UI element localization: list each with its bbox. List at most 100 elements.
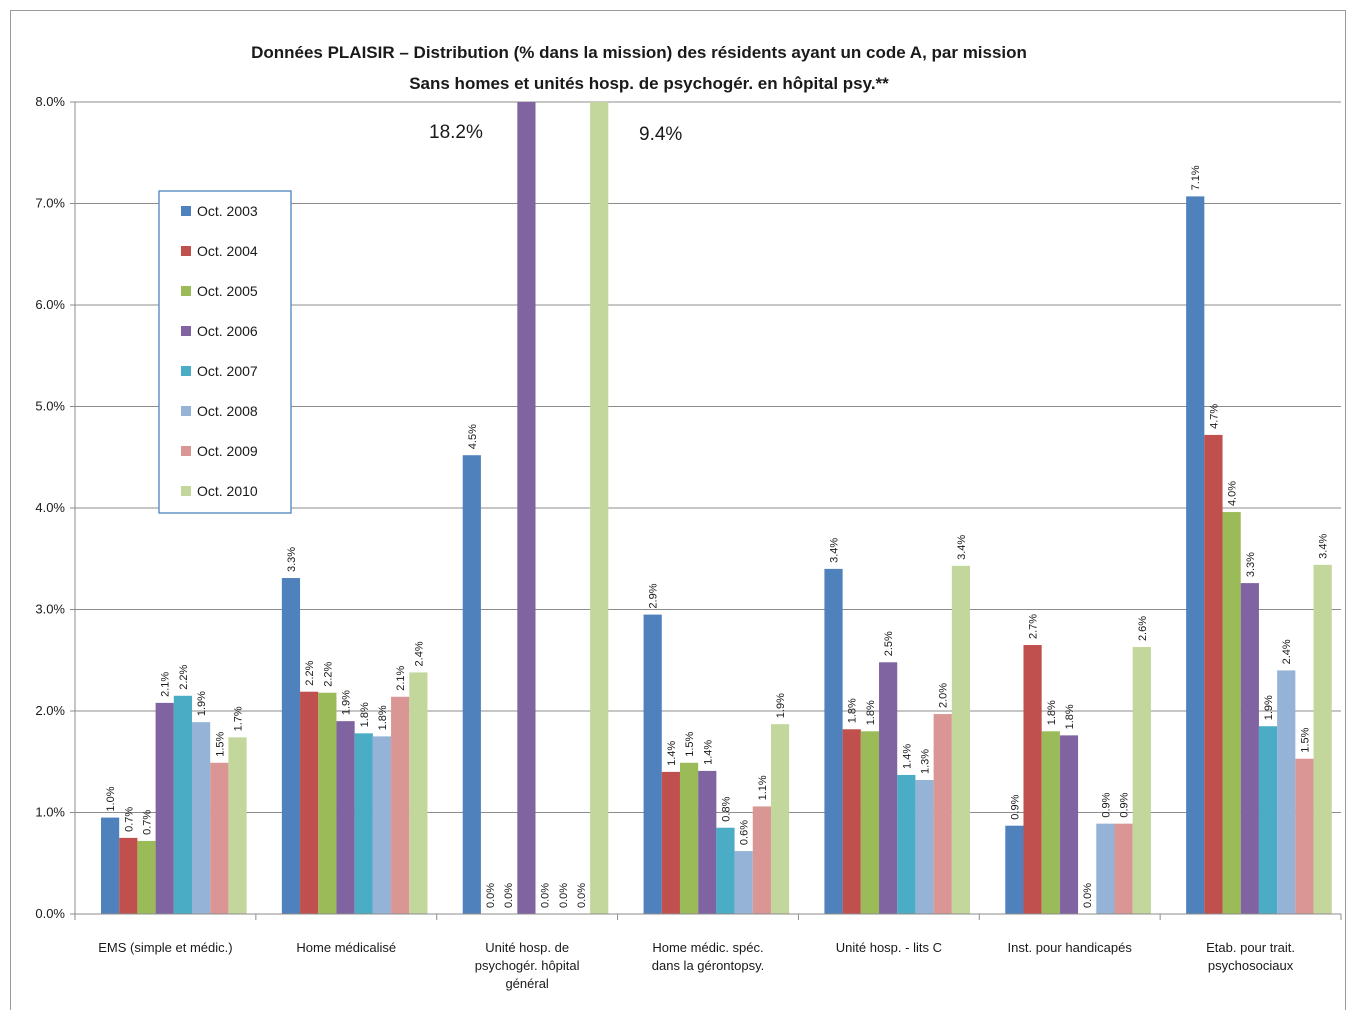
- data-label: 2.9%: [648, 583, 660, 608]
- data-label: 0.7%: [142, 810, 154, 835]
- bar: [1186, 196, 1205, 914]
- data-label: 0.9%: [1119, 792, 1131, 817]
- data-label: 0.0%: [576, 883, 588, 908]
- legend-label: Oct. 2004: [197, 243, 258, 259]
- x-category-label: Home médic. spéc.: [652, 940, 763, 955]
- data-label: 1.5%: [214, 731, 226, 756]
- bar: [897, 774, 916, 914]
- bar: [1096, 823, 1115, 914]
- data-label: 1.9%: [196, 691, 208, 716]
- data-label: 0.8%: [720, 796, 732, 821]
- x-category-label: psychosociaux: [1208, 958, 1294, 973]
- legend-label: Oct. 2010: [197, 483, 258, 499]
- data-label: 2.2%: [304, 660, 316, 685]
- data-label: 2.5%: [883, 631, 895, 656]
- bar: [933, 714, 952, 914]
- bar: [643, 614, 662, 914]
- bar-chart: Données PLAISIR – Distribution (% dans l…: [35, 43, 1342, 991]
- bar: [391, 696, 410, 914]
- bar: [879, 662, 898, 914]
- y-tick-label: 8.0%: [35, 94, 65, 109]
- x-category-label: Unité hosp. - lits C: [836, 940, 942, 955]
- legend-swatch: [181, 206, 191, 216]
- bar: [824, 568, 843, 914]
- data-label: 1.8%: [1046, 700, 1058, 725]
- bar: [173, 695, 192, 914]
- data-label: 3.3%: [286, 547, 298, 572]
- data-label: 1.4%: [901, 744, 913, 769]
- legend-label: Oct. 2005: [197, 283, 258, 299]
- chart-subtitle: Sans homes et unités hosp. de psychogér.…: [409, 74, 889, 93]
- bar: [462, 455, 481, 914]
- bar: [281, 578, 301, 914]
- data-label: 1.9%: [775, 693, 787, 718]
- annotation-oct-2006-value: 18.2%: [429, 122, 483, 143]
- data-label: 4.5%: [467, 424, 479, 449]
- y-tick-label: 3.0%: [35, 602, 65, 617]
- x-category-label: Inst. pour handicapés: [1008, 940, 1133, 955]
- x-category-label: psychogér. hôpital: [475, 958, 580, 973]
- x-category-label: Home médicalisé: [296, 940, 396, 955]
- legend-swatch: [181, 366, 191, 376]
- bar: [354, 733, 373, 914]
- y-tick-label: 1.0%: [35, 805, 65, 820]
- data-label: 1.8%: [865, 700, 877, 725]
- bar: [155, 702, 174, 914]
- bar: [770, 724, 790, 914]
- x-category-label: EMS (simple et médic.): [98, 940, 232, 955]
- bar: [1240, 583, 1259, 914]
- bar: [752, 806, 771, 914]
- bar: [1059, 735, 1079, 914]
- legend: Oct. 2003 Oct. 2004 Oct. 2005 Oct. 2006 Oct.…: [158, 190, 292, 514]
- legend-label: Oct. 2007: [197, 363, 258, 379]
- data-label: 0.0%: [503, 883, 515, 908]
- data-label: 1.4%: [702, 740, 714, 765]
- bar: [1114, 823, 1133, 914]
- data-label: 1.9%: [1263, 695, 1275, 720]
- y-tick-label: 5.0%: [35, 399, 65, 414]
- bar: [590, 102, 609, 914]
- data-label: 4.7%: [1208, 404, 1220, 429]
- legend-swatch: [181, 326, 191, 336]
- bar: [734, 851, 753, 914]
- bar: [860, 731, 880, 914]
- data-label: 1.7%: [233, 706, 245, 731]
- data-label: 1.1%: [757, 775, 769, 800]
- data-label: 1.8%: [1064, 704, 1076, 729]
- bar: [1204, 434, 1223, 914]
- legend-label: Oct. 2008: [197, 403, 258, 419]
- bar: [210, 762, 229, 914]
- bar: [1222, 512, 1241, 914]
- bar: [409, 672, 428, 914]
- data-label: 1.5%: [684, 731, 696, 756]
- bar: [661, 771, 680, 914]
- data-label: 2.1%: [395, 665, 407, 690]
- bar: [915, 780, 934, 914]
- data-labels: 1.0% 3.3% 4.5% 2.9% 3.4% 0.9% 7.1% 0.7% 2.2% 0.0%…: [105, 165, 1330, 908]
- data-label: 3.4%: [956, 535, 968, 560]
- legend-box: [158, 190, 292, 514]
- data-label: 2.4%: [1281, 639, 1293, 664]
- data-label: 0.0%: [485, 883, 497, 908]
- data-label: 2.2%: [322, 661, 334, 686]
- y-tick-label: 0.0%: [35, 906, 65, 921]
- bar: [372, 736, 392, 914]
- annotation-oct-2010-value: 9.4%: [639, 124, 682, 145]
- chart-frame: Données PLAISIR – Distribution (% dans l…: [10, 10, 1346, 1010]
- bar: [842, 729, 861, 914]
- bar: [1313, 564, 1332, 914]
- legend-swatch: [181, 406, 191, 416]
- bar: [1041, 731, 1060, 914]
- data-label: 1.8%: [847, 698, 859, 723]
- data-label: 0.6%: [739, 820, 751, 845]
- bar: [119, 837, 138, 914]
- bar: [318, 692, 337, 914]
- data-label: 3.4%: [1318, 534, 1330, 559]
- data-label: 4.0%: [1227, 481, 1239, 506]
- data-label: 3.4%: [829, 538, 841, 563]
- data-label: 1.9%: [341, 690, 353, 715]
- bar: [1277, 670, 1296, 914]
- bar: [300, 691, 319, 914]
- bar: [1132, 647, 1151, 914]
- data-label: 0.7%: [123, 807, 135, 832]
